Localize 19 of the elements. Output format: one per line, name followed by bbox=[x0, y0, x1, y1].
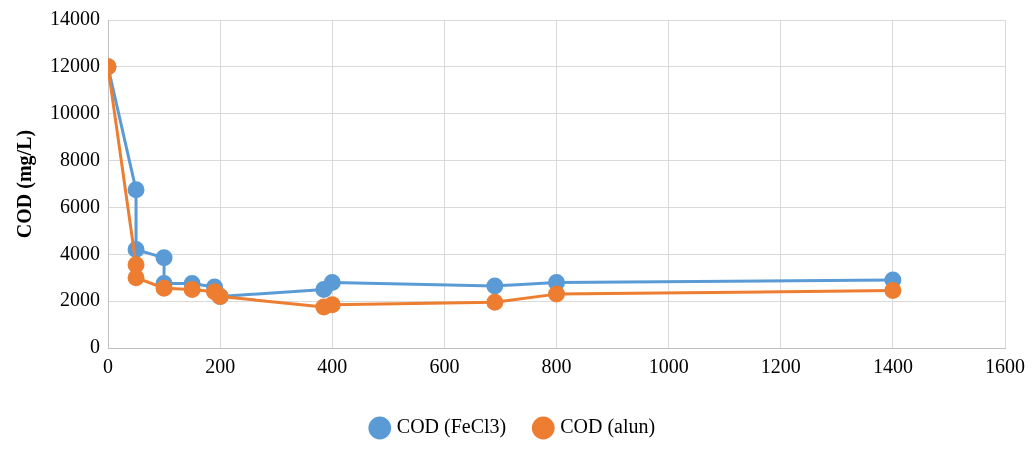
y-tick-label: 4000 bbox=[60, 241, 100, 264]
y-tick-label: 12000 bbox=[50, 54, 100, 77]
x-tick-label: 400 bbox=[317, 355, 348, 378]
x-tick-label: 1200 bbox=[760, 355, 801, 378]
x-tick-label: 1000 bbox=[648, 355, 689, 378]
legend-label: COD (alun) bbox=[560, 415, 656, 439]
y-tick-label: 8000 bbox=[60, 147, 100, 170]
y-tick-label: 10000 bbox=[50, 100, 100, 123]
x-tick-label: 1600 bbox=[985, 355, 1025, 378]
x-tick-label: 200 bbox=[205, 355, 236, 378]
x-tick-label: 600 bbox=[429, 355, 460, 378]
y-tick-label: 0 bbox=[90, 335, 100, 358]
y-axis-title: COD (mg/L) bbox=[13, 129, 37, 239]
y-tick-label: 6000 bbox=[60, 194, 100, 217]
x-tick-label: 1400 bbox=[872, 355, 913, 378]
y-tick-label: 14000 bbox=[50, 7, 100, 30]
x-tick-label: 800 bbox=[541, 355, 572, 378]
legend-label: COD (FeCl3) bbox=[396, 415, 507, 439]
y-tick-label: 2000 bbox=[60, 288, 100, 311]
